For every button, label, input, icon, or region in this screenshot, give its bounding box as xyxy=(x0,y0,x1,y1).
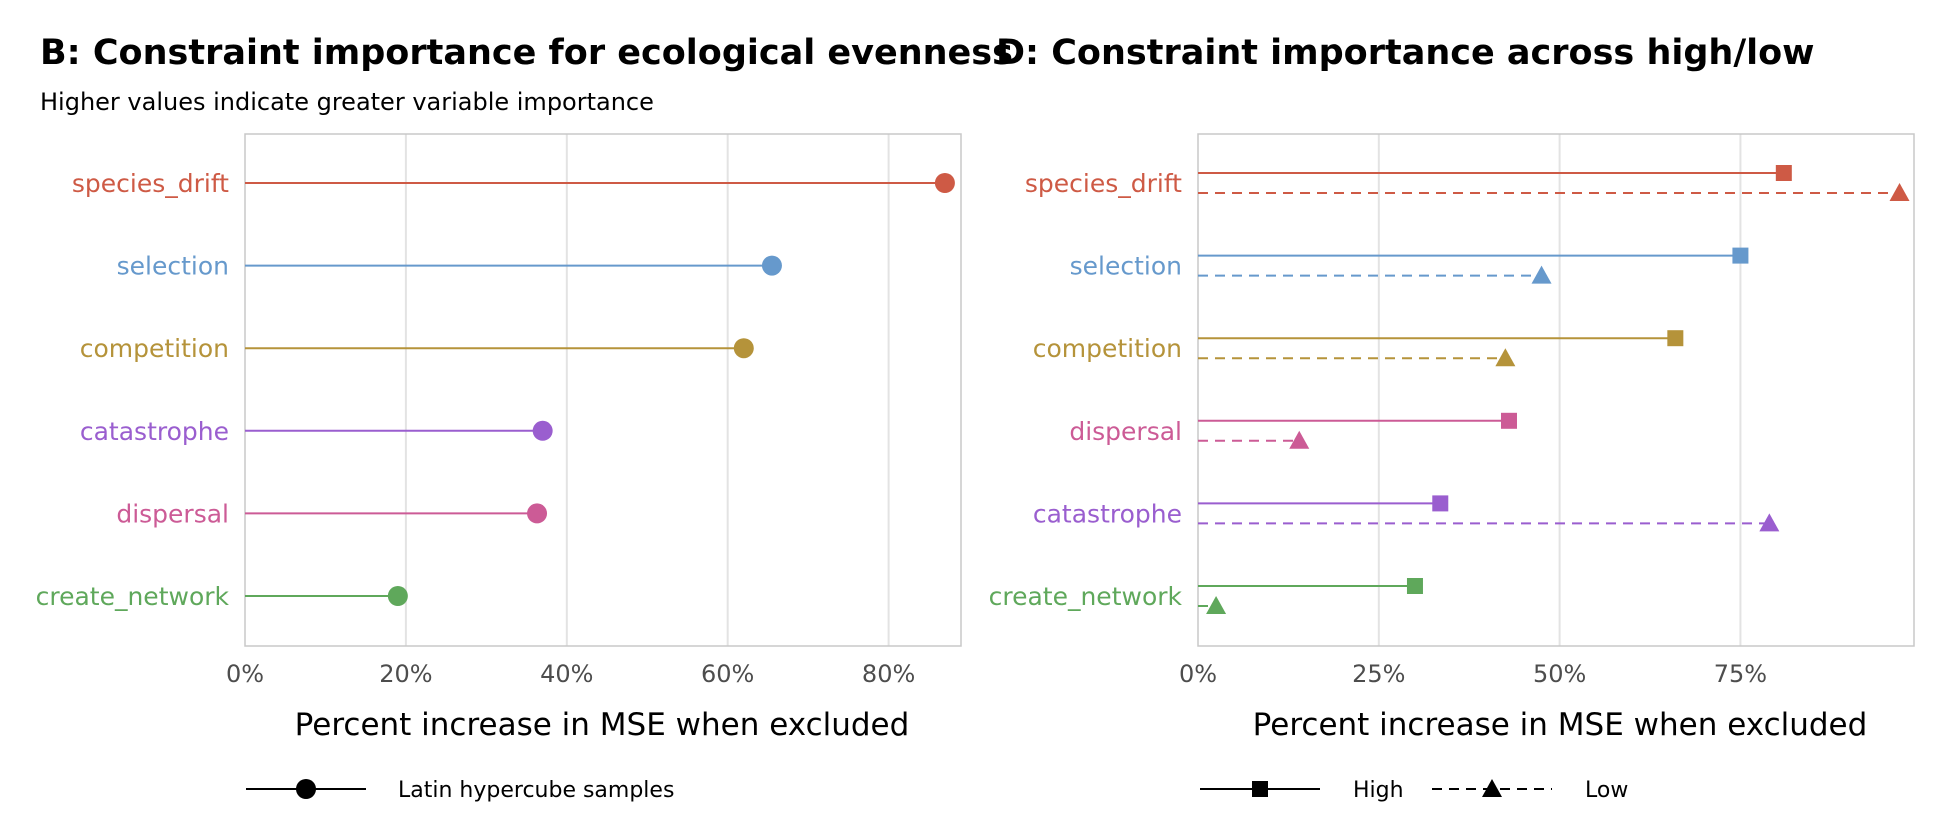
panel-b-y-label-catastrophe: catastrophe xyxy=(80,417,229,446)
panel-d-y-label-selection: selection xyxy=(1070,252,1182,281)
panel-b-point-latin-hypercube-samples-create-network xyxy=(387,586,408,606)
panel-d-point-high-competition xyxy=(1667,330,1684,347)
panel-d-y-label-dispersal: dispersal xyxy=(1069,417,1182,446)
panel-b-x-tick-label: 20% xyxy=(379,660,432,688)
panel-d-y-label-competition: competition xyxy=(1033,334,1182,363)
panel-b-subtitle: Higher values indicate greater variable … xyxy=(40,88,654,116)
panel-d-point-low-catastrophe xyxy=(1759,513,1780,532)
panel-d-point-low-species-drift xyxy=(1889,183,1910,201)
panel-b-plot-border xyxy=(244,133,962,647)
panel-b-y-label-species-drift: species_drift xyxy=(72,169,229,198)
panel-d-point-low-competition xyxy=(1495,348,1516,367)
panel-b-point-latin-hypercube-samples-catastrophe xyxy=(532,420,553,441)
panel-d: D: Constraint importance across high/low… xyxy=(989,33,1915,803)
panel-b-y-label-dispersal: dispersal xyxy=(116,499,229,528)
panel-d-plot-border xyxy=(1197,133,1915,647)
panel-d-title: D: Constraint importance across high/low xyxy=(996,33,1814,73)
panel-d-x-tick-label: 50% xyxy=(1533,660,1586,688)
panel-d-point-high-dispersal xyxy=(1500,412,1517,429)
panel-d-point-low-create-network xyxy=(1206,596,1227,614)
panel-d-point-high-create-network xyxy=(1406,578,1423,594)
panel-d-point-low-dispersal xyxy=(1289,430,1310,449)
panel-b-y-label-create-network: create_network xyxy=(36,582,230,611)
panel-b: B: Constraint importance for ecological … xyxy=(36,33,1013,803)
panel-b-x-axis-title: Percent increase in MSE when excluded xyxy=(295,707,910,743)
panel-d-point-high-catastrophe xyxy=(1432,495,1449,512)
panel-d-point-low-selection xyxy=(1531,265,1552,284)
legend-key-square-icon xyxy=(1252,781,1268,797)
panel-d-point-high-selection xyxy=(1732,247,1749,264)
panel-b-plot-area: 0% 20% 40% 60% 80% species_drift selection comp… xyxy=(36,133,962,688)
panel-d-y-label-species-drift: species_drift xyxy=(1025,169,1182,198)
panel-b-x-tick-label: 60% xyxy=(701,660,754,688)
panel-d-x-tick-label: 0% xyxy=(1179,660,1217,688)
panel-d-y-label-catastrophe: catastrophe xyxy=(1033,499,1182,528)
panel-d-x-axis-title: Percent increase in MSE when excluded xyxy=(1253,707,1868,743)
panel-d-plot-area: 0% 25% 50% 75% species_drift selection competi… xyxy=(989,133,1915,688)
panel-b-x-tick-label: 80% xyxy=(862,660,915,688)
panel-b-x-tick-label: 40% xyxy=(540,660,593,688)
panel-b-point-latin-hypercube-samples-selection xyxy=(761,255,782,276)
panel-b-point-latin-hypercube-samples-species-drift xyxy=(934,173,955,193)
panel-d-x-tick-label: 25% xyxy=(1352,660,1405,688)
panel-d-x-tick-label: 75% xyxy=(1714,660,1767,688)
panel-b-title: B: Constraint importance for ecological … xyxy=(40,33,1013,73)
legend-key-triangle-icon xyxy=(1482,779,1502,797)
panel-b-point-latin-hypercube-samples-competition xyxy=(733,338,754,359)
legend-key-circle-icon xyxy=(296,779,316,799)
legend-label-latin-hypercube: Latin hypercube samples xyxy=(398,778,674,803)
panel-b-y-label-selection: selection xyxy=(117,252,229,281)
panel-d-legend: High Low xyxy=(1200,778,1628,803)
panel-b-x-tick-label: 0% xyxy=(226,660,264,688)
legend-label-high: High xyxy=(1353,778,1404,803)
panel-d-point-high-species-drift xyxy=(1775,165,1792,181)
panel-d-y-label-create-network: create_network xyxy=(989,582,1183,611)
panel-b-y-label-competition: competition xyxy=(80,334,229,363)
panel-b-legend: Latin hypercube samples xyxy=(246,778,674,803)
panel-b-point-latin-hypercube-samples-dispersal xyxy=(527,503,548,524)
legend-label-low: Low xyxy=(1585,778,1628,803)
